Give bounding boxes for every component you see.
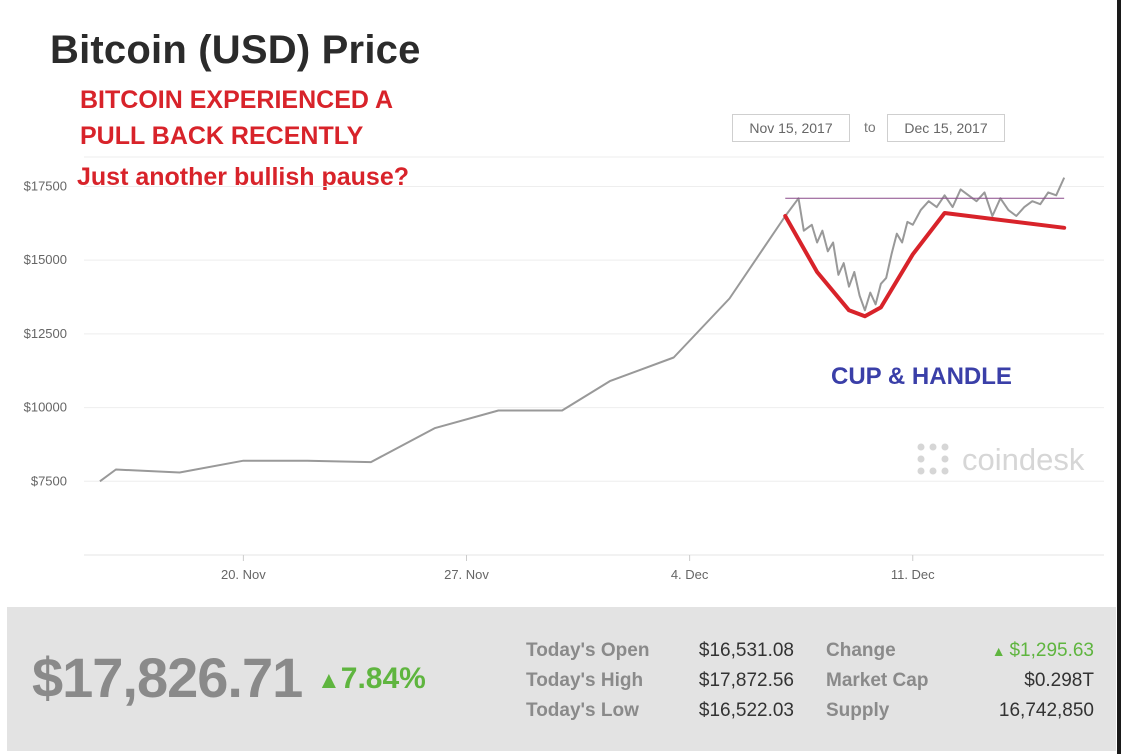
price-line [99, 177, 1066, 483]
y-tick-label: $7500 [31, 473, 67, 488]
low-value: $16,522.03 [698, 700, 794, 721]
supply-value: 16,742,850 [998, 700, 1094, 721]
x-tick-label: 20. Nov [221, 567, 266, 582]
y-tick-label: $12500 [24, 326, 67, 341]
annotation-line-1: BITCOIN EXPERIENCED A [80, 86, 394, 114]
y-tick-label: $17500 [24, 178, 67, 193]
low-label: Today's Low [526, 700, 639, 721]
change-value-wrap: ▲ $1,295.63 [992, 640, 1094, 662]
supply-label: Supply [826, 700, 890, 721]
ticker-panel [7, 607, 1116, 751]
watermark-text: coindesk [962, 442, 1085, 477]
x-tick-label: 27. Nov [444, 567, 489, 582]
open-value: $16,531.08 [698, 640, 794, 661]
change-label: Change [826, 640, 896, 661]
current-price: $17,826.71 [32, 646, 303, 709]
price-chart: $7500 $10000 $12500 $15000 $17500 20. Nov 27.… [24, 156, 1104, 582]
coindesk-logo-icon [917, 443, 949, 475]
right-border [1117, 0, 1121, 754]
change-percent-value: 7.84% [340, 662, 426, 695]
change-value: $1,295.63 [1009, 640, 1094, 661]
x-axis-ticks: 20. Nov 27. Nov 4. Dec 11. Dec [221, 555, 935, 582]
x-tick-label: 11. Dec [891, 567, 935, 582]
high-value: $17,872.56 [698, 670, 794, 691]
change-percent: ▲7.84% [317, 662, 426, 696]
cup-and-handle-line [783, 211, 1067, 319]
y-tick-label: $15000 [24, 252, 67, 267]
pattern-label: CUP & HANDLE [831, 363, 1012, 390]
y-axis-ticks: $7500 $10000 $12500 $15000 $17500 [24, 178, 67, 488]
date-from-input[interactable]: Nov 15, 2017 [732, 114, 850, 142]
x-tick-label: 4. Dec [671, 567, 709, 582]
date-to-input[interactable]: Dec 15, 2017 [887, 114, 1005, 142]
high-label: Today's High [526, 670, 644, 691]
overlay-layer [783, 197, 1067, 319]
up-arrow-icon: ▲ [317, 667, 341, 694]
market-cap-label: Market Cap [826, 670, 929, 691]
series-layer [99, 177, 1066, 483]
y-tick-label: $10000 [24, 400, 67, 415]
open-label: Today's Open [526, 640, 650, 661]
coindesk-watermark: coindesk [917, 442, 1085, 477]
up-arrow-small-icon: ▲ [991, 643, 1010, 659]
annotation-line-2: PULL BACK RECENTLY [80, 122, 364, 150]
chart-grid [84, 156, 1104, 556]
market-cap-value: $0.298T [1024, 670, 1094, 691]
date-to-label: to [864, 119, 876, 135]
page-title: Bitcoin (USD) Price [50, 28, 421, 72]
